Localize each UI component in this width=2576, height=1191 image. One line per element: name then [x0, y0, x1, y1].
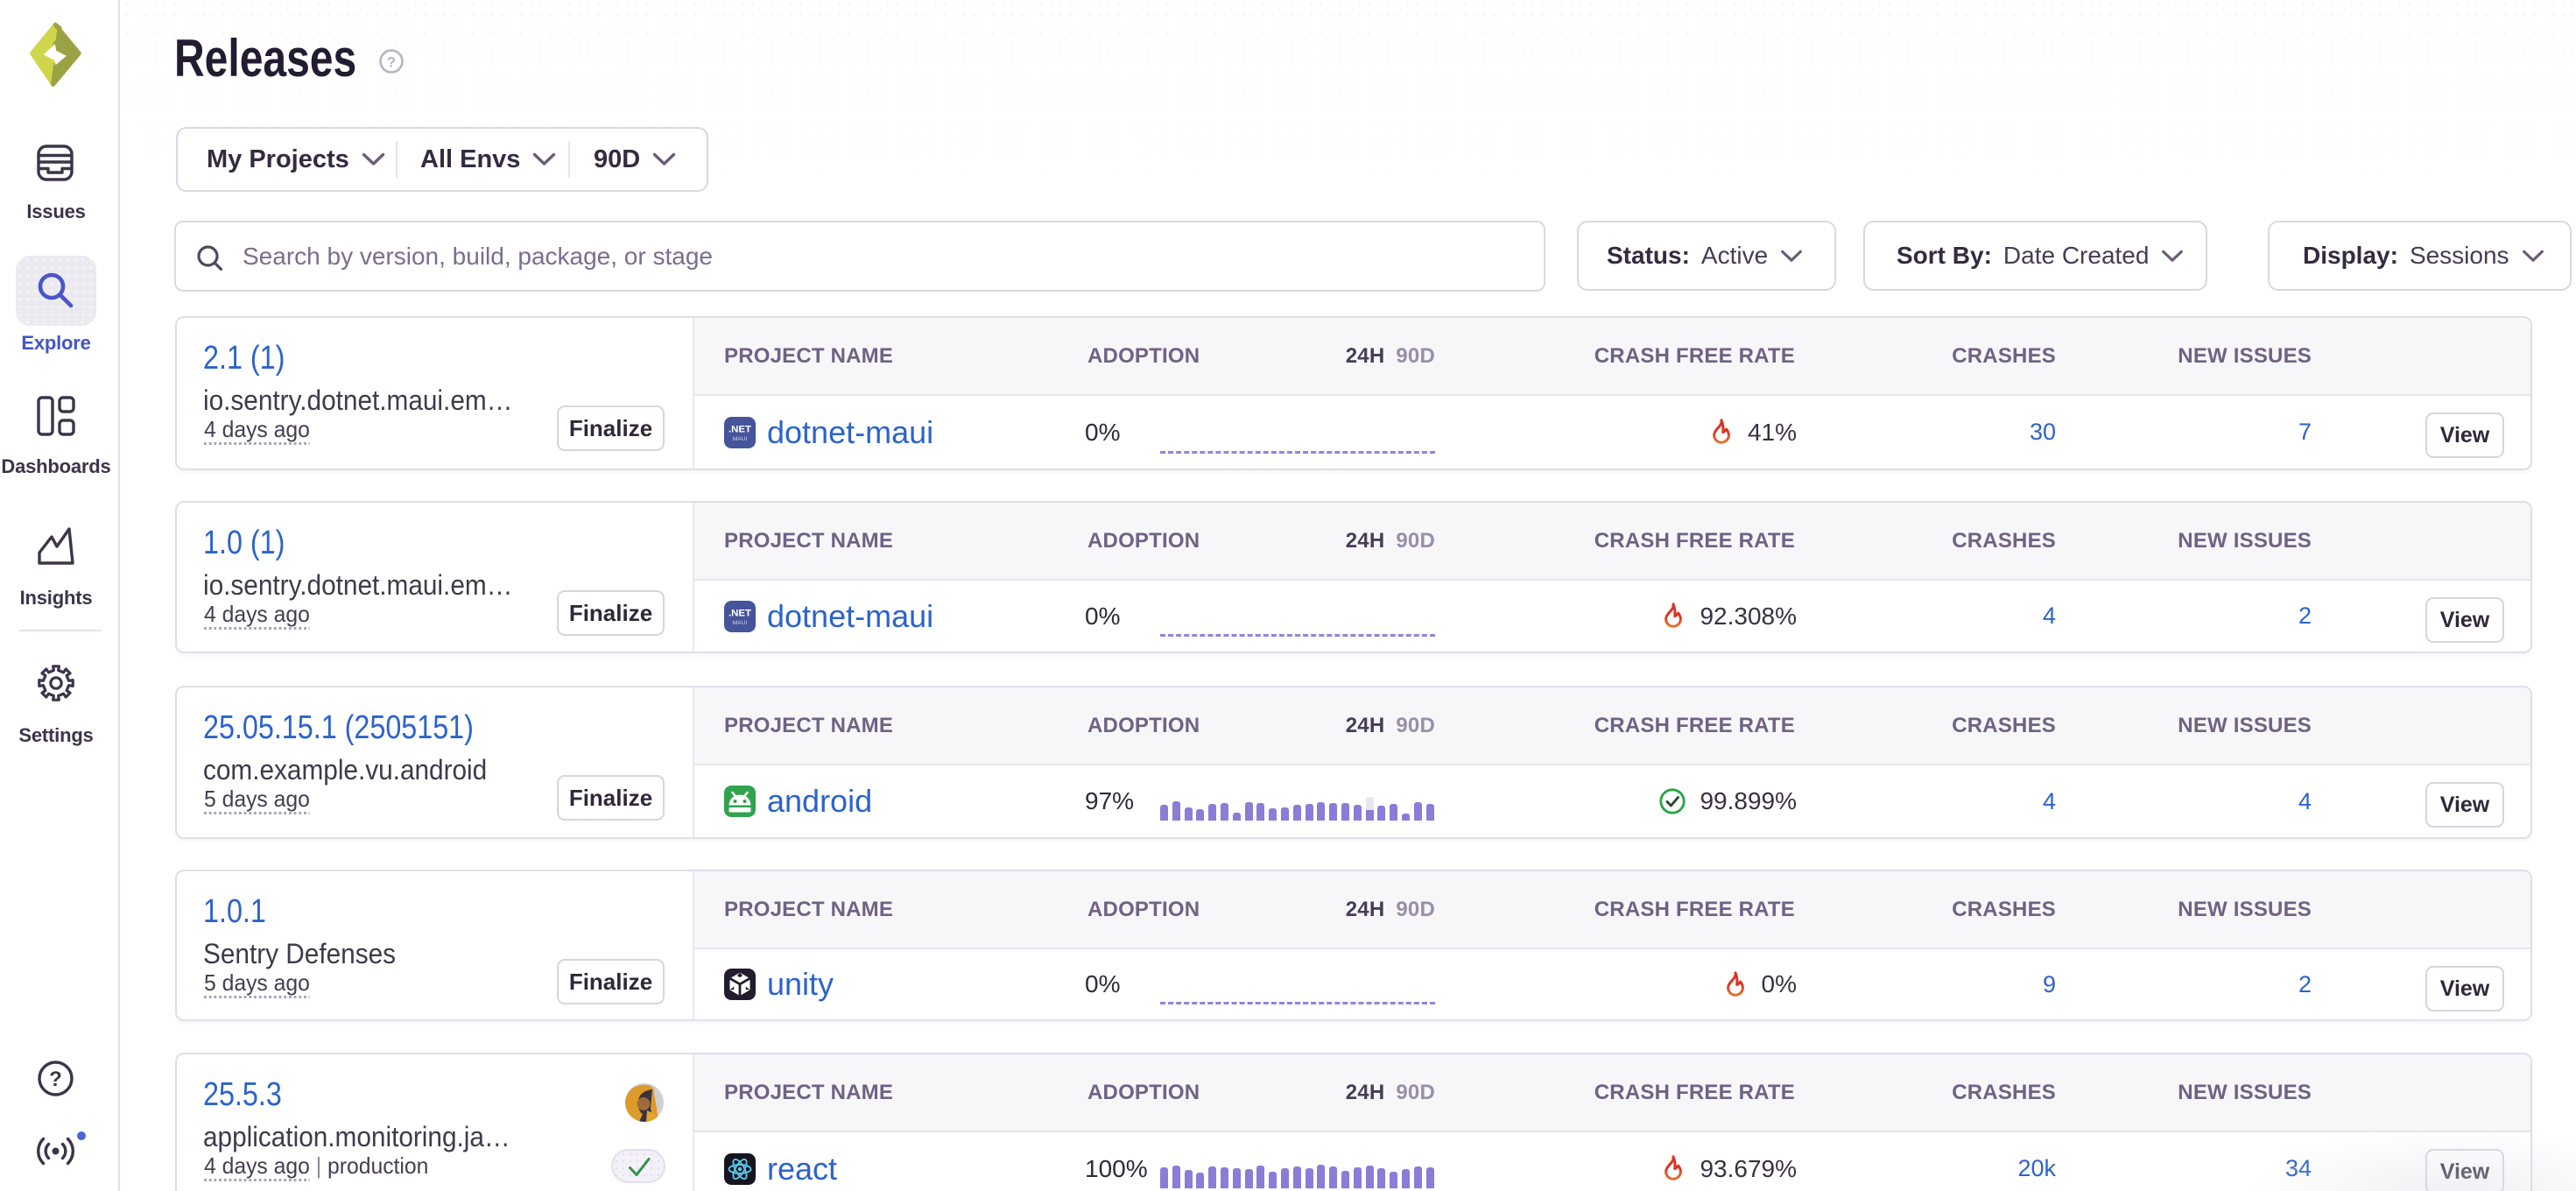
svg-text:?: ? [49, 1068, 62, 1091]
svg-text:?: ? [387, 54, 396, 71]
svg-text:.NET: .NET [728, 608, 751, 618]
svg-text:.NET: .NET [728, 424, 751, 434]
svg-text:MAUI: MAUI [733, 620, 748, 626]
svg-text:MAUI: MAUI [733, 436, 748, 442]
